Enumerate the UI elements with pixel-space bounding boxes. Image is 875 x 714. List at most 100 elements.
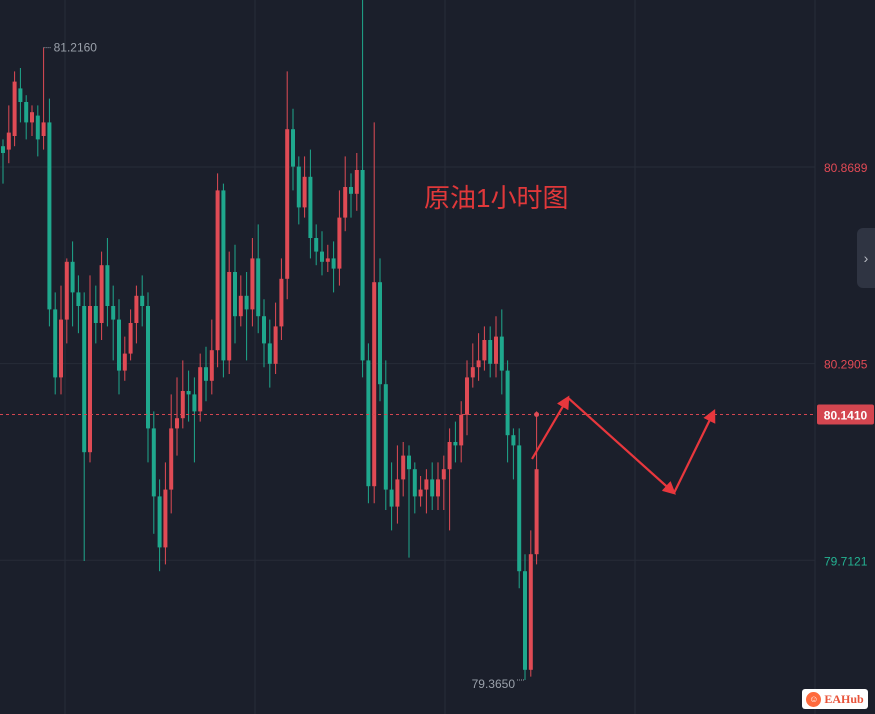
- candle-body: [523, 571, 527, 670]
- candle-body: [146, 306, 150, 429]
- candle-body: [169, 428, 174, 490]
- candle-body: [215, 190, 220, 351]
- candle-body: [221, 190, 226, 361]
- candle-body: [337, 217, 342, 269]
- candle-body: [233, 272, 237, 317]
- candle-body: [151, 428, 156, 497]
- candle-body: [163, 489, 168, 548]
- chart-title: 原油1小时图: [424, 183, 569, 213]
- watermark-badge: ☺ EAHub: [802, 689, 868, 709]
- candle-body: [505, 370, 510, 436]
- candle-body: [41, 122, 46, 136]
- candle-body: [204, 367, 208, 381]
- chevron-right-icon: ›: [863, 250, 869, 266]
- candle-body: [105, 265, 110, 306]
- candle-body: [314, 238, 319, 252]
- candle-body: [157, 496, 162, 548]
- current-price-dot: [534, 411, 540, 417]
- candle-body: [76, 292, 81, 306]
- candle-body: [180, 391, 185, 419]
- candle-body: [93, 306, 98, 323]
- candle-body: [273, 326, 278, 364]
- candle-body: [186, 391, 191, 395]
- candle-body: [192, 394, 197, 412]
- candle-body: [30, 112, 34, 123]
- candle-body: [88, 306, 92, 453]
- candle-body: [360, 170, 365, 361]
- candle-body: [534, 469, 539, 555]
- candle-body: [453, 442, 458, 446]
- candle-body: [111, 306, 116, 320]
- candle-body: [372, 282, 377, 487]
- candle-body: [47, 122, 52, 310]
- candle-body: [198, 367, 203, 412]
- candle-body: [296, 166, 301, 208]
- candle-body: [459, 414, 464, 446]
- candle-body: [175, 418, 179, 429]
- candle-body: [430, 479, 435, 497]
- candle-body: [262, 316, 266, 344]
- candle-body: [465, 377, 469, 415]
- candle-body: [128, 323, 133, 354]
- candle-body: [227, 272, 232, 361]
- candle-body: [349, 187, 353, 194]
- candle-body: [12, 81, 17, 136]
- candle-body: [436, 479, 440, 497]
- candle-body: [134, 295, 139, 323]
- candle-body: [70, 261, 75, 293]
- candle-body: [53, 309, 58, 378]
- candle-body: [6, 132, 11, 150]
- candle-body: [244, 295, 249, 310]
- candle-body: [482, 340, 487, 361]
- candle-body: [378, 282, 382, 385]
- price-axis-label: 80.8689: [824, 161, 868, 175]
- low-price-label: 79.3650: [472, 677, 516, 691]
- candle-body: [476, 360, 481, 368]
- candle-body: [354, 170, 359, 194]
- candle-body: [256, 258, 261, 317]
- candle-body: [418, 489, 423, 497]
- candle-body: [59, 319, 63, 378]
- projection-arrow: [531, 395, 570, 460]
- candle-body: [291, 129, 295, 167]
- candle-body: [424, 479, 429, 490]
- candle-body: [517, 445, 522, 572]
- candle-body: [331, 258, 336, 269]
- expand-panel-button[interactable]: ›: [857, 228, 875, 288]
- candle-body: [238, 295, 243, 317]
- candle-body: [1, 146, 5, 153]
- candle-body: [389, 489, 394, 507]
- candle-body: [494, 336, 498, 364]
- candle-body: [209, 350, 214, 381]
- candle-body: [308, 176, 313, 238]
- candle-body: [35, 115, 40, 140]
- projection-arrow: [567, 396, 676, 495]
- price-axis-label: 80.2905: [824, 358, 868, 372]
- candle-body: [470, 367, 475, 378]
- candle-body: [302, 176, 307, 208]
- candle-body: [412, 469, 417, 497]
- candle-body: [24, 102, 29, 123]
- candle-body: [343, 187, 348, 218]
- candle-body: [325, 258, 330, 262]
- candle-body: [366, 360, 371, 487]
- candle-body: [320, 251, 324, 262]
- candle-body: [383, 384, 388, 490]
- candle-body: [401, 455, 406, 480]
- candle-body: [99, 265, 104, 323]
- candle-body: [267, 343, 272, 364]
- candle-body: [250, 258, 255, 310]
- candle-body: [64, 261, 69, 320]
- candle-body: [285, 129, 290, 279]
- eahub-logo-icon: ☺: [806, 691, 822, 707]
- candle-body: [407, 455, 411, 470]
- candle-body: [528, 554, 533, 670]
- candle-body: [447, 442, 452, 470]
- candle-body: [82, 306, 87, 453]
- candle-body: [122, 353, 127, 371]
- current-price-tag: [817, 404, 874, 425]
- candle-body: [511, 435, 516, 446]
- projection-arrow: [673, 409, 716, 494]
